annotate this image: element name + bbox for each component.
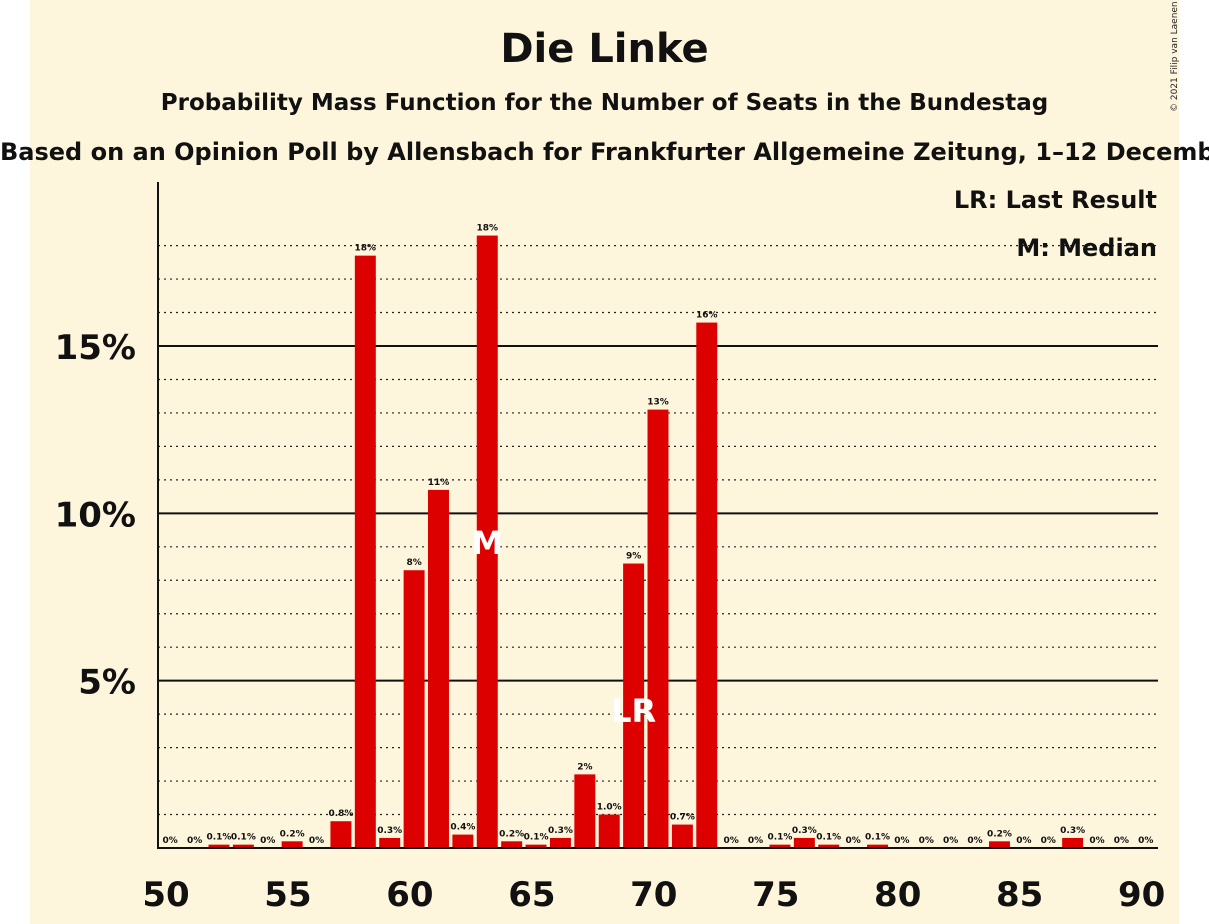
y-tick-label: 15% xyxy=(55,328,136,368)
bar-value-label: 0% xyxy=(943,836,958,846)
bar-value-label: 0.1% xyxy=(206,833,231,843)
bar xyxy=(671,824,693,848)
y-tick-label: 5% xyxy=(78,663,136,703)
bar xyxy=(501,841,523,848)
bar-value-label: 0% xyxy=(1041,836,1056,846)
x-tick-label: 75 xyxy=(752,875,799,915)
bar-value-label: 0.3% xyxy=(377,826,402,836)
bar-value-label: 0.1% xyxy=(816,833,841,843)
bar xyxy=(818,844,840,848)
chart-background xyxy=(30,0,1179,924)
x-tick-label: 70 xyxy=(630,875,677,915)
bar-value-label: 0.2% xyxy=(280,829,305,839)
bar xyxy=(574,774,596,848)
bar xyxy=(281,841,303,848)
bar-value-label: 0.1% xyxy=(524,833,549,843)
bar xyxy=(598,814,620,848)
bar-value-label: 18% xyxy=(476,224,498,234)
y-tick-label: 10% xyxy=(55,495,136,535)
x-tick-label: 90 xyxy=(1118,875,1165,915)
bar-value-label: 0.1% xyxy=(865,833,890,843)
bar-value-label: 0% xyxy=(748,836,763,846)
bar xyxy=(379,837,401,848)
x-tick-label: 85 xyxy=(996,875,1043,915)
bar-value-label: 18% xyxy=(355,244,377,254)
bar xyxy=(525,844,547,848)
bar xyxy=(696,322,718,848)
bar-value-label: 16% xyxy=(696,311,718,321)
bar xyxy=(208,844,230,848)
bar-value-label: 0% xyxy=(845,836,860,846)
x-tick-label: 80 xyxy=(874,875,921,915)
bar-value-label: 0% xyxy=(187,836,202,846)
bar xyxy=(769,844,791,848)
bar-value-label: 0.3% xyxy=(792,826,817,836)
x-tick-label: 55 xyxy=(264,875,311,915)
chart-source-subtitle: Based on an Opinion Poll by Allensbach f… xyxy=(0,138,1209,166)
bar xyxy=(452,834,474,848)
bar-value-label: 0% xyxy=(1089,836,1104,846)
bar-value-label: 13% xyxy=(647,398,669,408)
x-tick-label: 65 xyxy=(508,875,555,915)
bar-value-label: 0.8% xyxy=(328,809,353,819)
legend-median: M: Median xyxy=(1016,234,1157,262)
bar-value-label: 0.4% xyxy=(450,823,475,833)
bar-value-label: 8% xyxy=(406,558,421,568)
bar-value-label: 0% xyxy=(724,836,739,846)
bar xyxy=(232,844,254,848)
bar xyxy=(793,837,815,848)
bar-value-label: 0% xyxy=(894,836,909,846)
bar xyxy=(988,841,1010,848)
bar-value-label: 0% xyxy=(163,836,178,846)
bar-value-label: 0.3% xyxy=(1060,826,1085,836)
bar xyxy=(476,235,498,848)
bar-value-label: 0.7% xyxy=(670,813,695,823)
bar-value-label: 0.1% xyxy=(231,833,256,843)
bar xyxy=(403,570,425,848)
bar-value-label: 0% xyxy=(919,836,934,846)
bar-value-label: 0% xyxy=(260,836,275,846)
chart-title: Die Linke xyxy=(500,26,709,72)
bar-value-label: 0% xyxy=(1016,836,1031,846)
x-tick-label: 50 xyxy=(142,875,189,915)
bar-value-label: 9% xyxy=(626,552,641,562)
legend-last-result: LR: Last Result xyxy=(953,186,1157,214)
bar xyxy=(549,837,571,848)
bar-value-label: 0.1% xyxy=(767,833,792,843)
bar xyxy=(428,489,449,848)
bar xyxy=(330,821,352,848)
bar xyxy=(867,844,888,848)
last-result-marker: LR xyxy=(611,692,656,730)
bar-value-label: 11% xyxy=(428,478,450,488)
bar-value-label: 0.3% xyxy=(548,826,573,836)
bar-value-label: 2% xyxy=(577,762,592,772)
x-tick-label: 60 xyxy=(386,875,433,915)
bar-value-label: 0% xyxy=(309,836,324,846)
bar xyxy=(1062,837,1084,848)
bar xyxy=(623,563,645,848)
chart-subtitle: Probability Mass Function for the Number… xyxy=(160,90,1049,116)
bar-value-label: 0.2% xyxy=(499,829,524,839)
bar xyxy=(647,409,669,848)
bar-value-label: 0% xyxy=(1114,836,1129,846)
bar-value-label: 1.0% xyxy=(597,803,622,813)
median-marker: M xyxy=(471,524,503,562)
bar-value-label: 0.2% xyxy=(987,829,1012,839)
bar-value-label: 0% xyxy=(1138,836,1153,846)
bar xyxy=(354,255,376,848)
bar-value-label: 0% xyxy=(967,836,982,846)
